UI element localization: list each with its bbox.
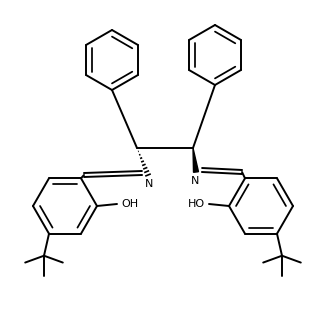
Text: N: N xyxy=(191,176,199,186)
Text: OH: OH xyxy=(121,199,138,209)
Text: HO: HO xyxy=(188,199,205,209)
Polygon shape xyxy=(193,148,199,172)
Text: N: N xyxy=(145,179,153,189)
